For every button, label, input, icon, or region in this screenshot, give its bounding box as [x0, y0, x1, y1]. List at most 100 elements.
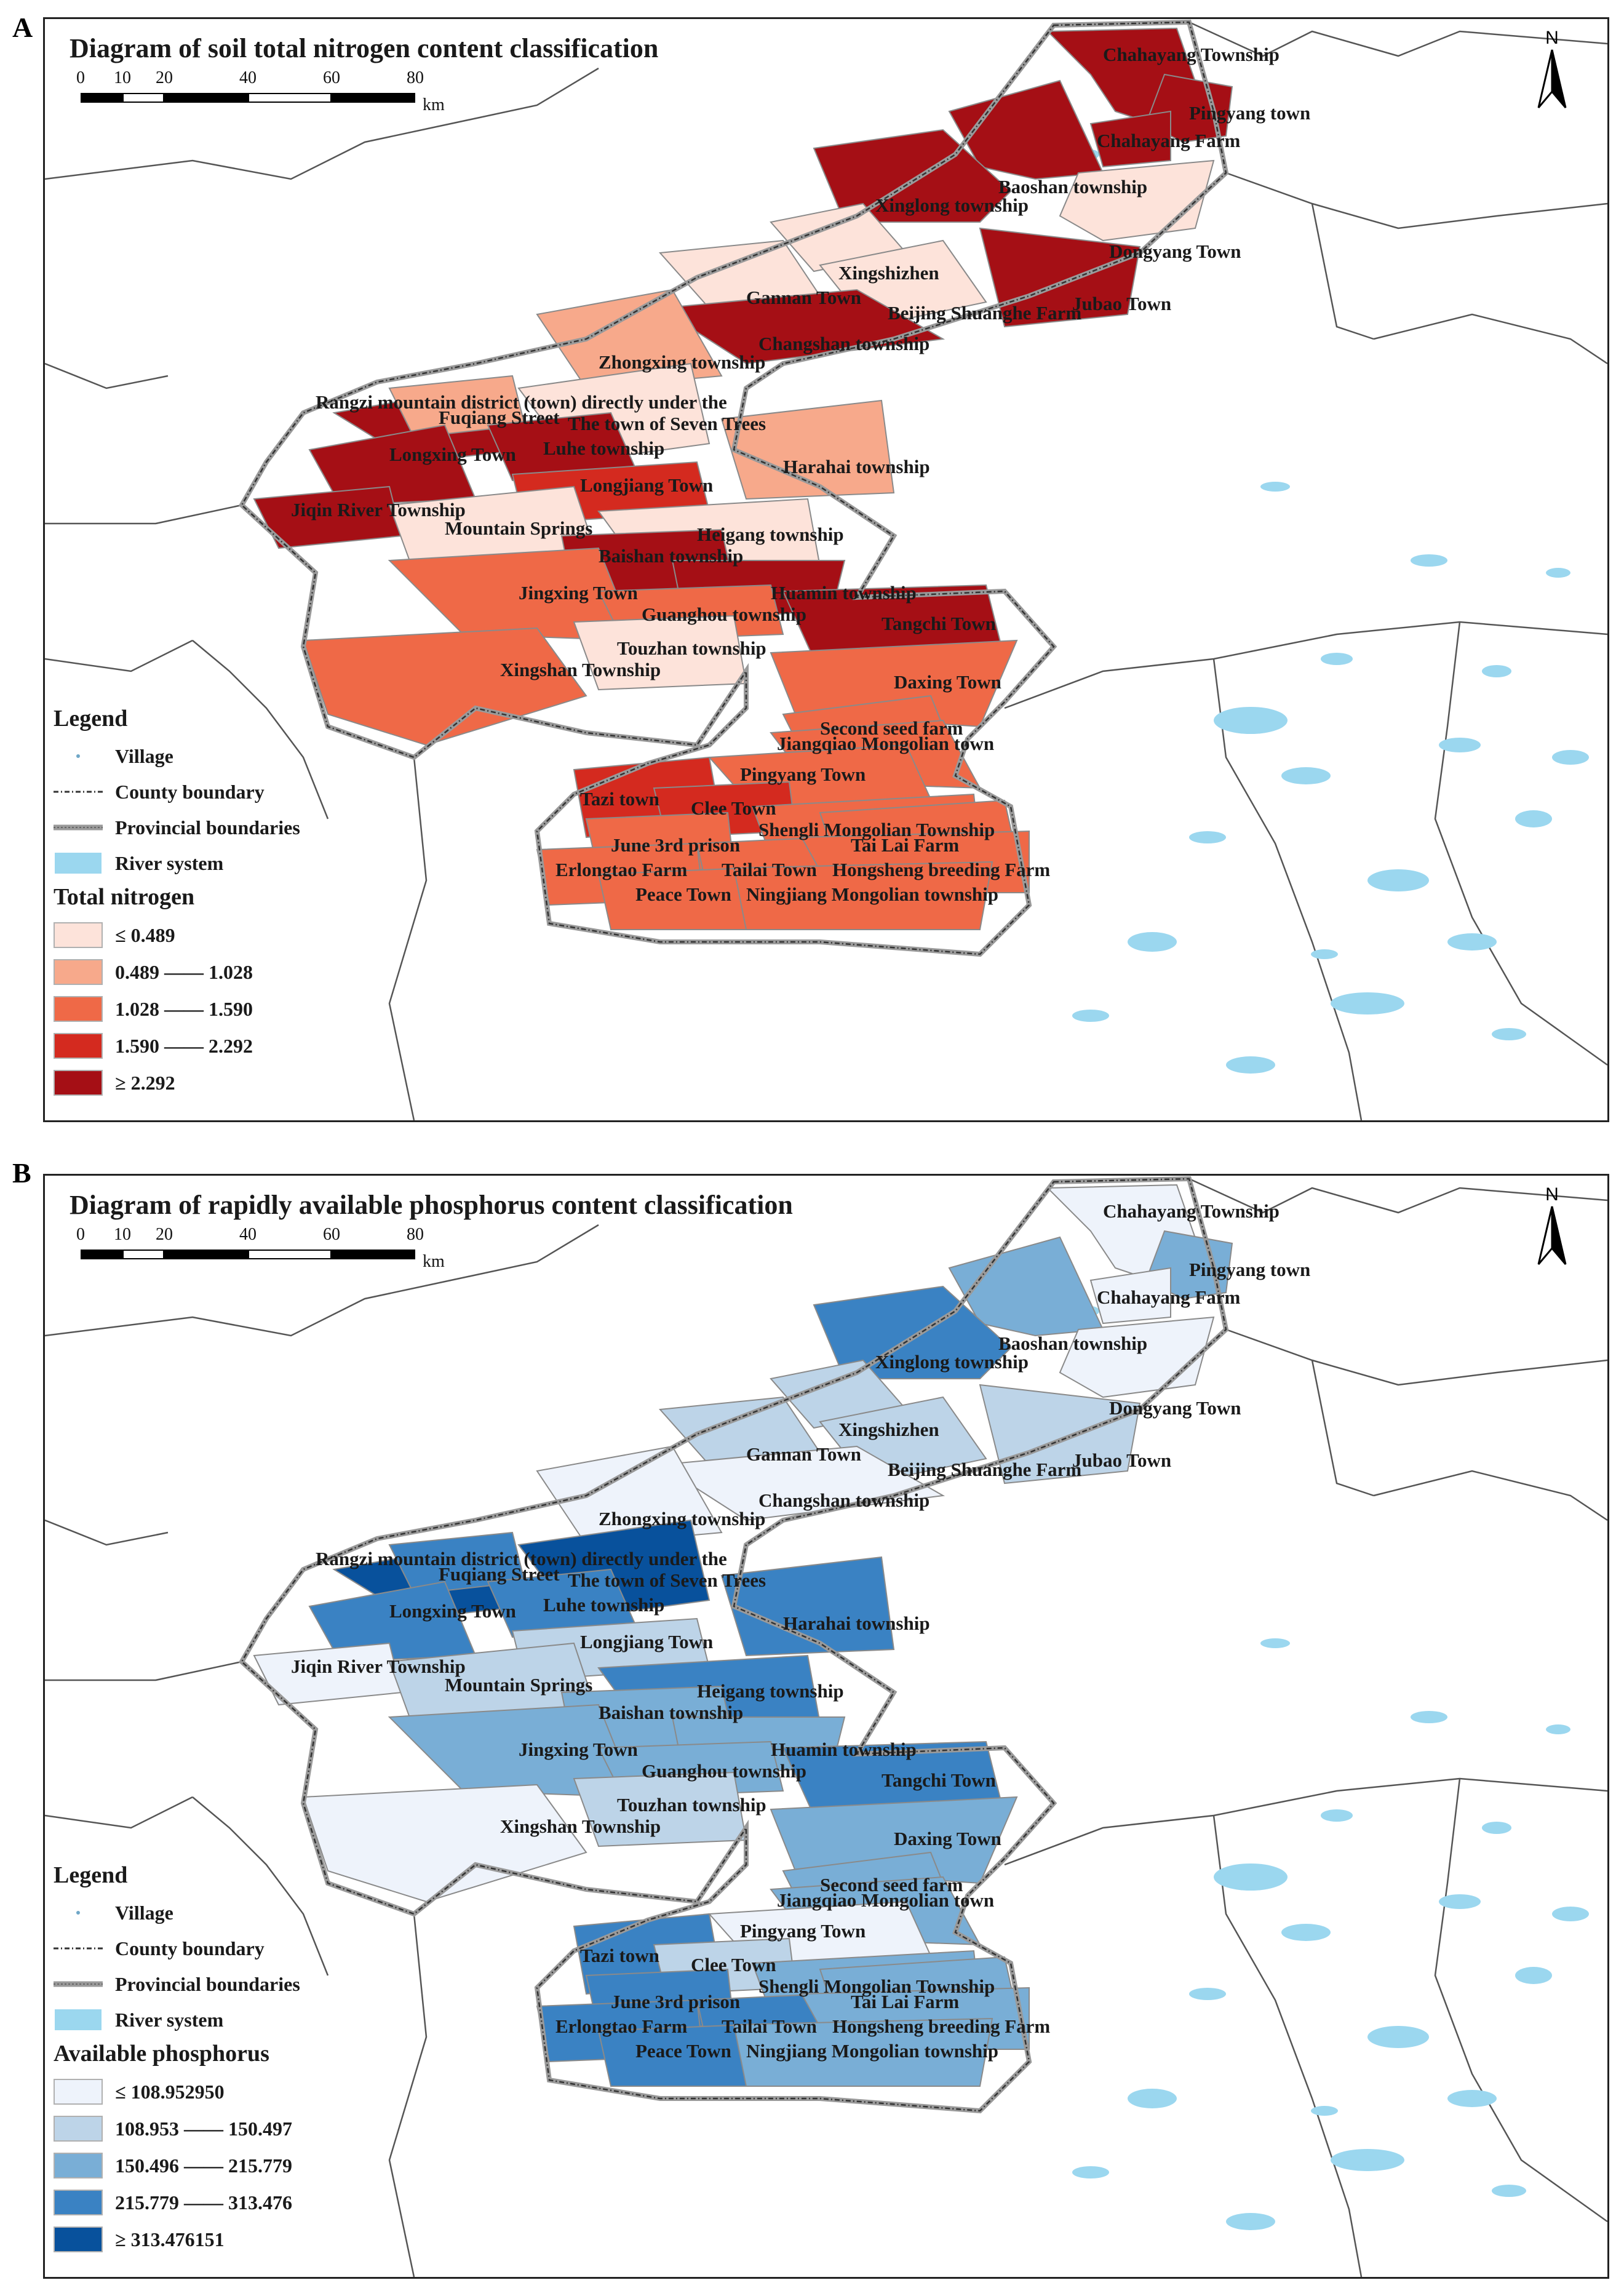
legend-item-label: County boundary — [115, 1937, 265, 1959]
place-label: Tangchi Town — [882, 613, 996, 634]
place-label: Guanghou township — [642, 1760, 806, 1782]
external-boundary-line — [45, 504, 242, 525]
place-label: Gannan Town — [746, 1443, 861, 1465]
scale-segment — [248, 93, 332, 103]
external-boundary-line — [1188, 21, 1607, 57]
place-label: Zhongxing township — [599, 1508, 766, 1529]
scale-tick-label: 60 — [323, 1225, 340, 1244]
legend-class-label: ≥ 2.292 — [115, 1071, 175, 1094]
river-patch — [1515, 810, 1552, 827]
external-boundary-line — [1188, 1178, 1607, 1214]
place-label: Shengli Mongolian Township — [758, 1975, 995, 1997]
place-label: Baoshan township — [998, 1333, 1148, 1354]
river-patch — [1281, 1924, 1331, 1941]
place-label: Pingyang town — [1189, 1259, 1311, 1280]
scale-tick-label: 40 — [239, 68, 257, 87]
legend-class-label: 215.779 —— 313.476 — [115, 2191, 292, 2214]
place-label: Xinglong township — [875, 194, 1029, 216]
place-label: Ningjiang Mongolian township — [746, 2040, 998, 2062]
external-boundary-line — [45, 1519, 169, 1546]
place-label: Xingshizhen — [838, 1419, 939, 1440]
place-label: Jingxing Town — [519, 1739, 638, 1760]
place-label: Mountain Springs — [445, 517, 593, 539]
place-label: Xingshan Township — [500, 1816, 661, 1837]
north-arrow-icon — [1537, 1206, 1567, 1265]
scale-segment — [122, 93, 164, 103]
legend-heading: Legend — [54, 1862, 128, 1888]
river-patch — [1367, 2026, 1429, 2048]
place-label: Rangzi mountain district (town) directly… — [316, 1548, 727, 1569]
legend-item: Provincial boundaries — [54, 1966, 423, 2002]
legend-heading: Legend — [54, 706, 128, 731]
place-label: Xingshan Township — [500, 659, 661, 680]
place-label: Baishan township — [599, 1702, 744, 1723]
external-boundary-line — [45, 362, 169, 389]
place-label: Jubao Town — [1072, 293, 1172, 314]
legend-class-label: 1.590 —— 2.292 — [115, 1034, 253, 1057]
river-patch — [1128, 932, 1177, 952]
river-patch — [1439, 738, 1481, 752]
place-label: Erlongtao Farm — [555, 2015, 688, 2037]
place-label: Harahai township — [783, 1612, 930, 1634]
river-patch — [1214, 1863, 1288, 1891]
river-patch — [1260, 482, 1290, 492]
external-boundary-line — [45, 1660, 242, 1681]
legend-class: 1.590 —— 2.292 — [54, 1027, 423, 1064]
legend-swatch — [54, 922, 103, 948]
scale-tick-label: 0 — [76, 1225, 85, 1244]
place-label: Xingshizhen — [838, 262, 939, 284]
river-patch — [1331, 992, 1404, 1014]
legend-item: County boundary — [54, 774, 423, 810]
place-label: Clee Town — [691, 1954, 776, 1975]
township-region — [733, 2017, 993, 2087]
external-boundary-line — [1225, 1328, 1607, 1386]
place-label: Luhe township — [543, 1594, 665, 1616]
scale-tick-label: 80 — [407, 68, 424, 87]
township-region — [720, 399, 895, 500]
place-label: Chahayang Farm — [1097, 1286, 1241, 1308]
river-patch — [1411, 1711, 1447, 1723]
legend-class-label: ≥ 313.476151 — [115, 2228, 225, 2250]
legend-item: Provincial boundaries — [54, 810, 423, 845]
river-patch — [1281, 767, 1331, 784]
river-patch — [1072, 1010, 1109, 1022]
scale-segment — [164, 93, 248, 103]
township-region — [733, 861, 993, 930]
village-icon — [76, 1911, 80, 1915]
river-patch — [1492, 2185, 1526, 2197]
place-label: Beijing Shuanghe Farm — [888, 1459, 1082, 1480]
place-label: Jiangqiao Mongolian town — [777, 1889, 995, 1911]
place-label: Daxing Town — [894, 1828, 1001, 1849]
river-patch — [1214, 707, 1288, 734]
external-boundary-line — [1311, 203, 1374, 340]
river-patch — [1311, 2106, 1338, 2116]
legend-class: 0.489 —— 1.028 — [54, 954, 423, 991]
place-label: June 3rd prison — [611, 834, 741, 856]
place-label: Tai Lai Farm — [851, 1991, 960, 2012]
scale-tick-label: 60 — [323, 68, 340, 87]
township-region — [1089, 1267, 1171, 1325]
panel-letter-a: A — [12, 12, 33, 43]
place-label: Xinglong township — [875, 1351, 1029, 1373]
place-label: Shengli Mongolian Township — [758, 819, 995, 840]
legend-class: ≥ 313.476151 — [54, 2221, 423, 2258]
legend-item-label: Provincial boundaries — [115, 816, 300, 839]
township-region — [720, 1556, 895, 1657]
legend-swatch — [54, 2226, 103, 2252]
place-label: Luhe township — [543, 437, 665, 459]
place-label: Jubao Town — [1072, 1449, 1172, 1471]
external-boundary-line — [1004, 621, 1607, 709]
river-system-icon — [55, 2009, 102, 2030]
nitrogen-map-panel: Diagram of soil total nitrogen content c… — [43, 17, 1609, 1122]
external-boundary-line — [45, 639, 193, 672]
place-label: Second seed farm — [820, 1874, 963, 1895]
place-label: Daxing Town — [894, 671, 1001, 693]
river-patch — [1482, 665, 1511, 677]
place-label: Hongsheng breeding Farm — [832, 859, 1051, 880]
external-boundary-line — [1212, 1815, 1363, 2277]
place-label: Touzhan township — [617, 1794, 766, 1816]
external-boundary-line — [1434, 1778, 1607, 2223]
north-label: N — [1545, 1184, 1559, 1205]
township-region — [948, 79, 1104, 180]
river-patch — [1447, 933, 1497, 951]
